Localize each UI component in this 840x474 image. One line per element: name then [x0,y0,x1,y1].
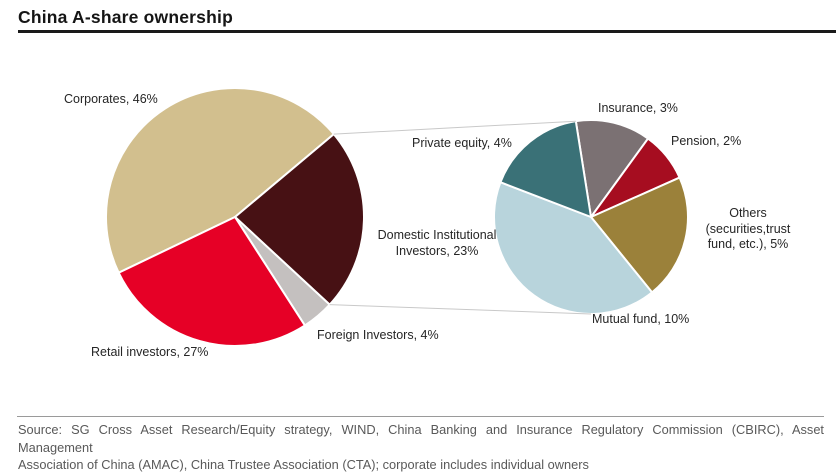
pie-slice-domestic-institutional-investors [234,133,365,306]
main-pie [105,86,365,347]
label-others: Others (securities,trust fund, etc.), 5% [705,206,791,251]
connector-lines [329,120,592,315]
pie-slice-insurance [574,118,650,218]
source-note: Source: SG Cross Asset Research/Equity s… [18,421,824,474]
pie-slice-others-securities-trust-fund-etc [590,176,689,294]
pie-slice-retail-investors [117,216,306,347]
connector-line-top [333,120,576,135]
source-divider [17,416,824,417]
breakdown-pie [493,118,689,315]
source-line-1: Source: SG Cross Asset Research/Equity s… [18,422,824,455]
label-insurance: Insurance, 3% [598,101,678,115]
source-line-2: Association of China (AMAC), China Trust… [18,457,589,472]
pie-slice-private-equity [499,120,592,218]
label-retail-investors: Retail investors, 27% [91,345,209,359]
pie-slice-mutual-fund [493,181,654,315]
page-title: China A-share ownership [18,7,233,27]
label-pension: Pension, 2% [671,134,742,148]
label-foreign-investors: Foreign Investors, 4% [317,328,439,342]
connector-line-bottom [329,304,592,315]
title-underline [18,30,836,33]
label-mutual-fund: Mutual fund, 10% [592,312,690,326]
label-corporates: Corporates, 46% [64,92,158,106]
label-domestic-institutional: Domestic Institutional Investors, 23% [377,228,497,258]
pie-slice-corporates [105,86,335,274]
label-private-equity: Private equity, 4% [412,136,512,150]
